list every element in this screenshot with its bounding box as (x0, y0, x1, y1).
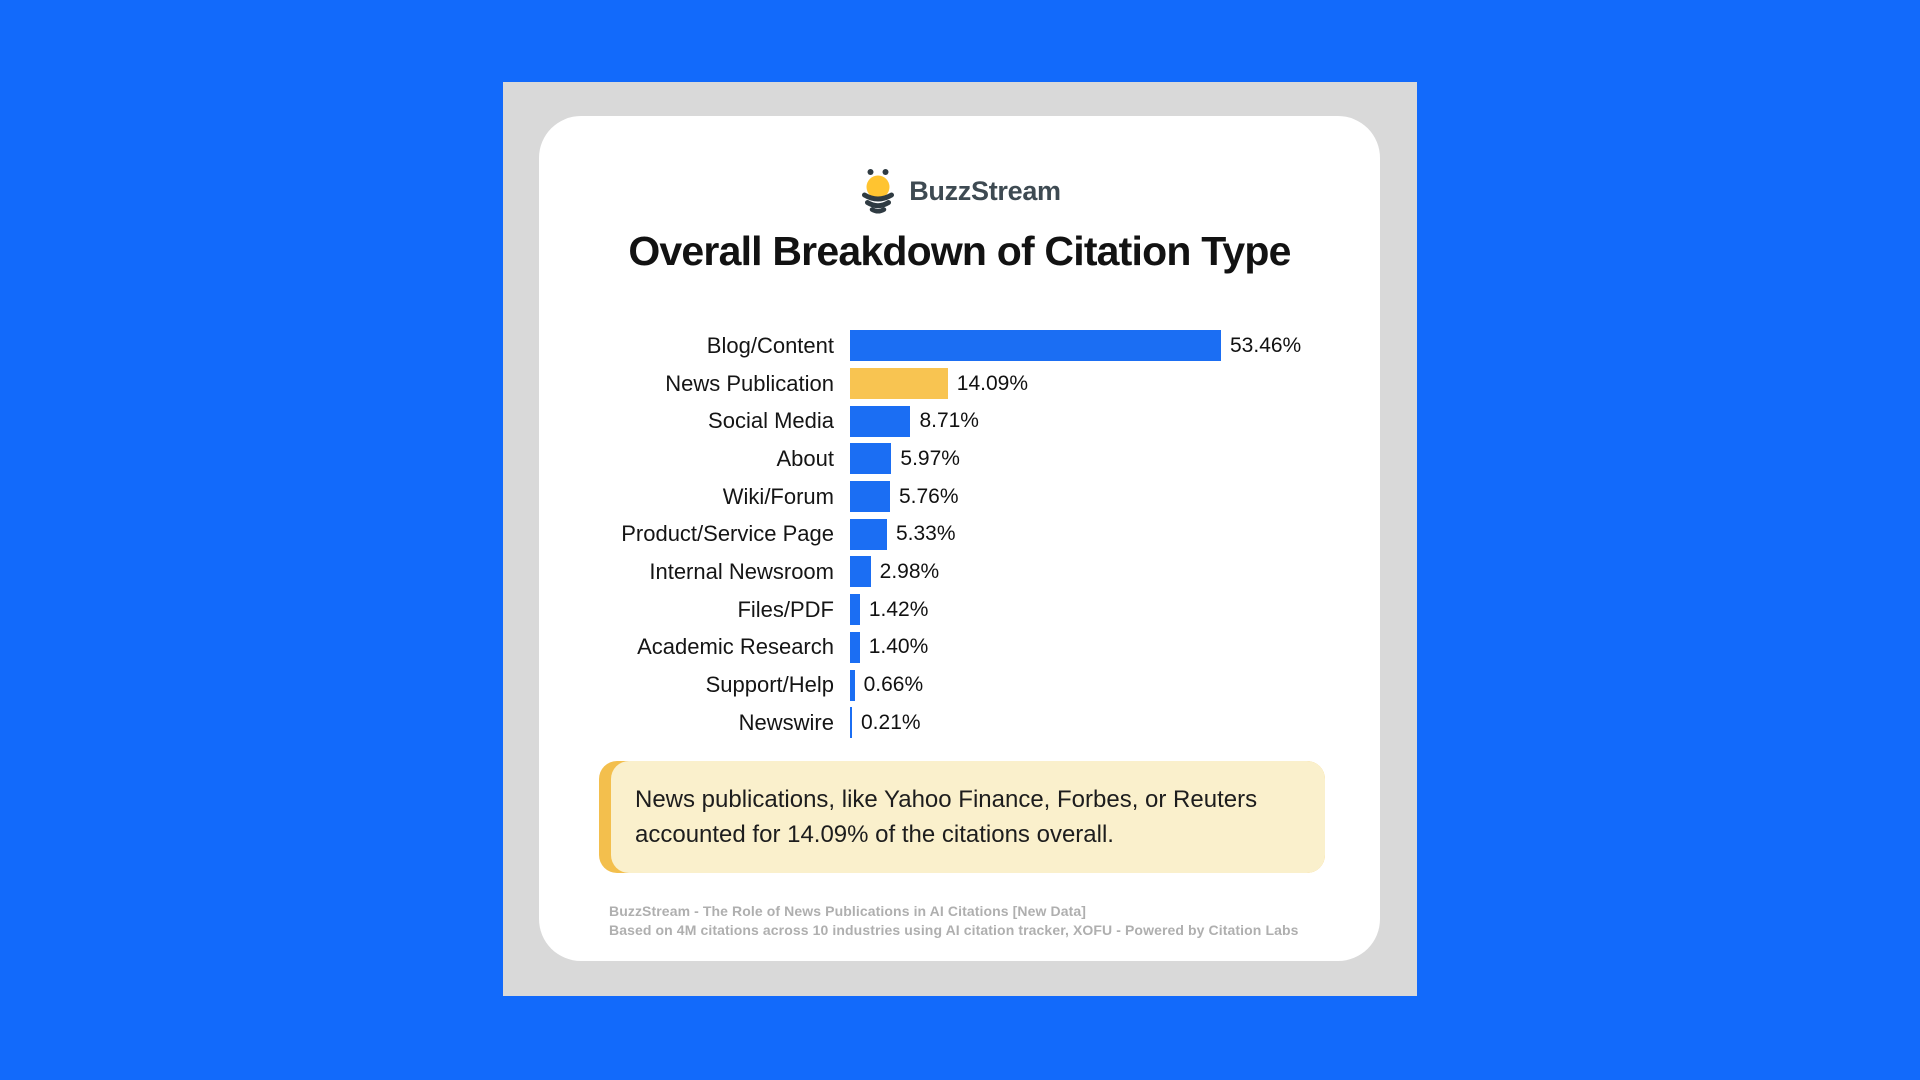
callout-box: News publications, like Yahoo Finance, F… (599, 761, 1325, 873)
bar-value: 53.46% (1230, 333, 1302, 357)
bar-value: 1.42% (868, 597, 929, 621)
bar-label: Academic Research (637, 634, 834, 660)
bar (850, 481, 890, 513)
bar-label: About (776, 445, 835, 471)
bar (850, 631, 860, 663)
bar (850, 405, 911, 437)
bee-icon (862, 169, 895, 214)
chart-row: Internal Newsroom 2.98% (539, 553, 1380, 591)
infographic-card: BuzzStream Overall Breakdown of Citation… (539, 116, 1380, 961)
chart-row: Academic Research 1.40% (539, 629, 1380, 667)
bar (850, 556, 871, 588)
bar-label: Social Media (708, 408, 834, 434)
bar (850, 669, 855, 701)
source-line-2: Based on 4M citations across 10 industri… (609, 921, 1299, 938)
bar (850, 330, 1221, 362)
outer-card: BuzzStream Overall Breakdown of Citation… (503, 82, 1417, 996)
bar (850, 594, 860, 626)
bar-value: 5.33% (895, 522, 956, 546)
bar-value: 5.76% (898, 484, 959, 508)
chart-row: News Publication 14.09% (539, 365, 1380, 403)
chart-title: Overall Breakdown of Citation Type (628, 228, 1291, 274)
callout-text: News publications, like Yahoo Finance, F… (611, 761, 1325, 873)
bar (850, 518, 887, 550)
bar-value: 0.21% (861, 710, 921, 734)
chart-row: About 5.97% (539, 440, 1380, 478)
bar-value: 5.97% (900, 446, 960, 470)
source-line-1: BuzzStream - The Role of News Publicatio… (609, 903, 1086, 919)
bar-value: 1.40% (868, 635, 929, 659)
brand-name: BuzzStream (909, 175, 1061, 206)
bar-value: 0.66% (863, 673, 924, 697)
bar-label: Files/PDF (737, 596, 834, 622)
chart-row: Blog/Content 53.46% (539, 327, 1380, 365)
brand-logo: BuzzStream (539, 168, 1380, 214)
chart-row: Product/Service Page 5.33% (539, 515, 1380, 553)
bar (850, 443, 892, 475)
bar-value: 2.98% (879, 559, 940, 583)
bar-label: Newswire (738, 709, 834, 735)
chart-row: Newswire 0.21% (539, 704, 1380, 742)
bar-value: 8.71% (919, 409, 979, 433)
bar-label: Product/Service Page (621, 521, 834, 547)
bar-label: Blog/Content (706, 332, 834, 358)
source-footer: BuzzStream - The Role of News Publicatio… (609, 902, 1299, 939)
bar-chart: Blog/Content 53.46% News Publication 14.09%… (539, 327, 1380, 742)
chart-row: Social Media 8.71% (539, 402, 1380, 440)
bar-label: Internal Newsroom (649, 558, 834, 584)
bar (850, 368, 948, 400)
chart-row: Files/PDF 1.42% (539, 591, 1380, 629)
chart-row: Support/Help 0.66% (539, 666, 1380, 704)
bar-label: Support/Help (705, 672, 834, 698)
bar (850, 707, 852, 739)
bar-value: 14.09% (956, 371, 1029, 395)
bar-label: News Publication (665, 370, 834, 396)
chart-row: Wiki/Forum 5.76% (539, 478, 1380, 516)
bar-label: Wiki/Forum (722, 483, 834, 509)
